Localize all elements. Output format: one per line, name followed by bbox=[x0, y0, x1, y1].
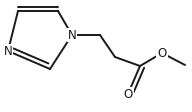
Text: N: N bbox=[4, 45, 12, 58]
Text: O: O bbox=[123, 88, 133, 101]
Text: N: N bbox=[68, 29, 76, 42]
Text: O: O bbox=[157, 47, 167, 60]
